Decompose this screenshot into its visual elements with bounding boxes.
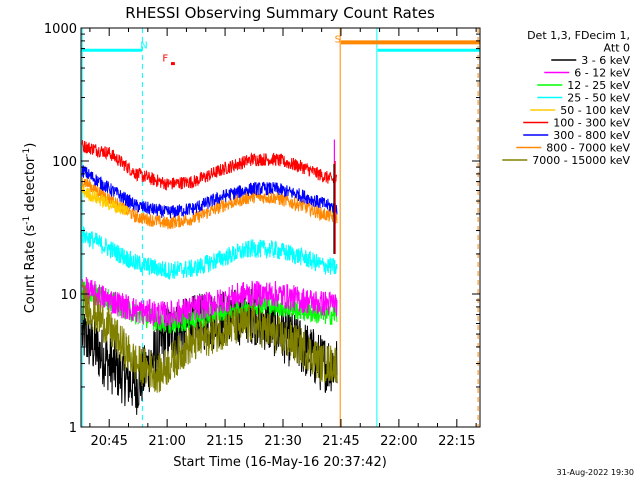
y-tick-label: 1 (69, 421, 77, 436)
y-tick-label: 10 (60, 288, 77, 303)
y-tick-label: 100 (52, 155, 77, 170)
x-tick-label: 21:30 (264, 434, 301, 449)
series-100-300-kev (81, 140, 338, 191)
legend-header-1: Att 0 (604, 42, 630, 55)
legend-entry-1: 6 - 12 keV (574, 67, 630, 80)
series-25-50-kev (81, 226, 338, 280)
annotation-N: N (140, 41, 147, 52)
y-label-mid: detector (23, 156, 38, 216)
x-axis: 20:45 21:00 21:15 21:30 21:45 22:00 22:15 (89, 28, 477, 449)
x-tick-label: 20:45 (90, 434, 127, 449)
annotation-F: F (162, 53, 168, 64)
series-300-800-kev (81, 165, 338, 219)
legend-entry-7: 800 - 7000 keV (546, 142, 630, 155)
y-axis: 1 10 100 1000 (44, 22, 480, 436)
y-axis-label: Count Rate (s-1 detector-1) (22, 143, 38, 314)
legend-entry-0: 3 - 6 keV (581, 54, 630, 67)
legend-entry-5: 100 - 300 keV (553, 117, 630, 130)
legend-entry-3: 25 - 50 keV (567, 92, 630, 105)
x-axis-label: Start Time (16-May-16 20:37:42) (173, 455, 387, 470)
y-label-end: ) (23, 143, 38, 148)
legend-header-0: Det 1,3, FDecim 1, (527, 29, 630, 42)
plot-frame (80, 27, 481, 428)
series-7000-15000-kev (81, 281, 338, 393)
annotation-S: S (335, 34, 341, 45)
plot-area: N F S (81, 28, 480, 427)
legend-entry-4: 50 - 100 keV (560, 104, 630, 117)
y-label-sup2: -1 (22, 148, 32, 157)
timestamp: 31-Aug-2022 19:30 (557, 468, 634, 477)
x-tick-label: 22:00 (380, 434, 417, 449)
series-6-12-kev (81, 276, 338, 328)
chart-title: RHESSI Observing Summary Count Rates (125, 4, 435, 22)
x-tick-label: 21:15 (206, 434, 243, 449)
y-tick-label: 1000 (44, 22, 77, 37)
legend-entry-8: 7000 - 15000 keV (532, 154, 630, 167)
x-tick-label: 21:00 (148, 434, 185, 449)
legend-entry-6: 300 - 800 keV (553, 129, 630, 142)
x-tick-label: 22:15 (438, 434, 475, 449)
y-label-main: Count Rate (s (23, 225, 38, 314)
y-label-sup1: -1 (22, 216, 32, 225)
x-tick-label: 21:45 (322, 434, 359, 449)
legend-entry-2: 12 - 25 keV (567, 79, 630, 92)
series-50-100-kev (81, 185, 129, 216)
